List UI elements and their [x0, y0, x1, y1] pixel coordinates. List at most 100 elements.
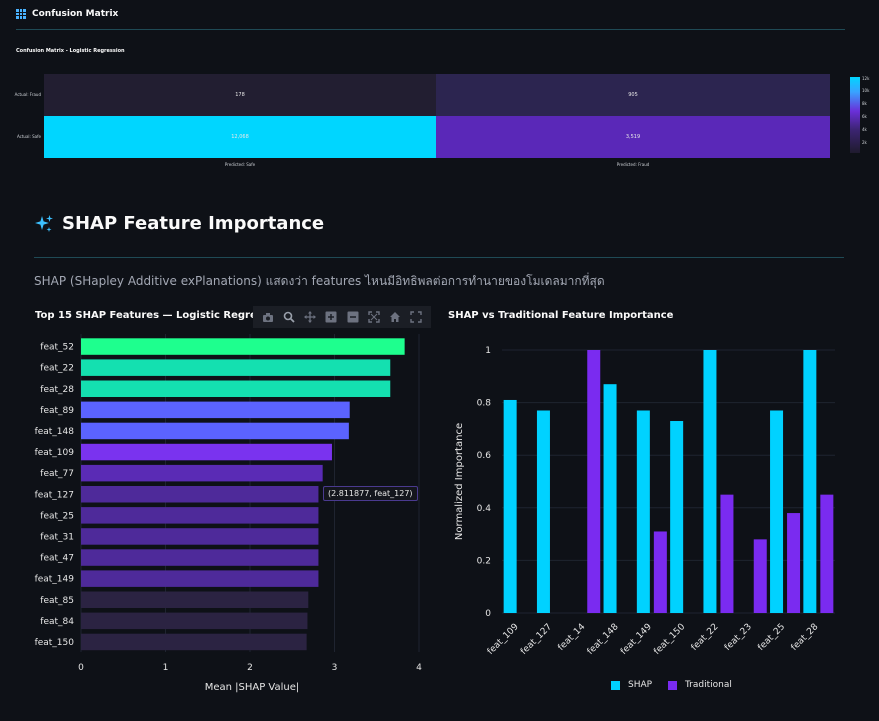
bar-traditional-feat_149[interactable]: [653, 531, 667, 613]
shap-bar-chart-title: Top 15 SHAP Features — Logistic Regressi…: [35, 310, 287, 321]
bar-feat_150[interactable]: [81, 633, 307, 651]
shap-section-header: SHAP Feature Importance: [34, 213, 324, 234]
bar-shap-feat_149[interactable]: [636, 410, 650, 613]
y-tick-label: feat_77: [40, 469, 74, 479]
camera-icon[interactable]: [261, 310, 275, 324]
y-tick-label: feat_22: [40, 364, 74, 374]
confusion-matrix-header: Confusion Matrix: [16, 7, 118, 21]
cm-cell-safe-fraud[interactable]: 3,519: [436, 116, 830, 158]
y-tick-label: feat_84: [40, 617, 74, 627]
x-tick-label: 1: [163, 663, 169, 673]
cm-col-label-fraud: Predicted: Fraud: [616, 162, 650, 167]
bar-shap-feat_109[interactable]: [503, 399, 517, 613]
bar-shap-feat_148[interactable]: [603, 384, 617, 613]
shap-description: SHAP (SHapley Additive exPlanations) แสด…: [34, 274, 605, 288]
zoom-icon[interactable]: [282, 310, 296, 324]
legend-item-shap[interactable]: SHAP: [611, 680, 652, 690]
cm-row-label-safe: Actual: Safe: [16, 134, 41, 139]
cm-cell-fraud-safe[interactable]: 178: [44, 74, 436, 116]
x-tick-label: feat_150: [652, 622, 687, 657]
shap-section-title: SHAP Feature Importance: [62, 213, 325, 234]
y-tick-label: 0.8: [477, 399, 492, 409]
home-icon[interactable]: [388, 310, 402, 324]
x-tick-label: feat_109: [486, 622, 521, 657]
cm-row-label-fraud: Actual: Fraud: [14, 92, 41, 97]
cm-cell-value: 905: [628, 92, 638, 98]
x-tick-label: 0: [78, 663, 84, 673]
bar-feat_149[interactable]: [81, 570, 319, 587]
y-tick-label: feat_85: [40, 596, 74, 606]
bar-feat_148[interactable]: [81, 422, 349, 440]
legend-swatch-shap: [611, 680, 620, 690]
legend-item-traditional[interactable]: Traditional: [668, 680, 732, 690]
bar-traditional-feat_14[interactable]: [587, 350, 601, 613]
bar-traditional-feat_25[interactable]: [787, 513, 801, 613]
y-tick-label: feat_149: [35, 575, 75, 585]
confusion-matrix-header-label: Confusion Matrix: [32, 9, 119, 19]
sparkles-icon: [35, 214, 53, 232]
cm-cell-fraud-fraud[interactable]: 905: [436, 74, 830, 116]
bar-feat_22[interactable]: [81, 359, 391, 376]
section-divider: [16, 29, 845, 30]
bar-traditional-feat_22[interactable]: [720, 494, 734, 613]
x-tick-label: feat_127: [519, 622, 554, 657]
colorbar-tick: 12k: [862, 76, 870, 81]
bar-feat_25[interactable]: [81, 507, 319, 524]
y-tick-label: 0: [485, 609, 491, 619]
colorbar-tick: 2k: [862, 140, 867, 145]
confusion-matrix-title: Confusion Matrix - Logistic Regression: [16, 48, 125, 54]
table-icon: [16, 9, 26, 19]
section-divider: [34, 257, 844, 258]
cm-cell-value: 12,068: [231, 134, 249, 140]
comparison-chart-title: SHAP vs Traditional Feature Importance: [448, 310, 674, 321]
bar-feat_31[interactable]: [81, 528, 319, 545]
bar-shap-feat_25[interactable]: [770, 410, 784, 613]
cm-cell-safe-safe[interactable]: 12,068: [44, 116, 436, 158]
zoom-out-icon[interactable]: [346, 310, 360, 324]
colorbar-tick: 4k: [862, 127, 867, 132]
pan-icon[interactable]: [303, 310, 317, 324]
x-tick-label: 3: [332, 663, 338, 673]
colorbar: [850, 77, 860, 153]
bar-feat_84[interactable]: [81, 612, 308, 630]
hover-tooltip: (2.811877, feat_127): [323, 486, 418, 501]
bar-feat_47[interactable]: [81, 549, 319, 566]
x-tick-label: feat_25: [756, 622, 787, 653]
bar-feat_127[interactable]: [81, 486, 319, 503]
bar-shap-feat_150[interactable]: [670, 421, 684, 613]
x-axis-title: Mean |SHAP Value|: [205, 682, 300, 693]
y-tick-label: 0.4: [477, 504, 492, 514]
zoom-in-icon[interactable]: [324, 310, 338, 324]
bar-feat_28[interactable]: [81, 380, 391, 398]
colorbar-tick: 10k: [862, 88, 870, 93]
y-tick-label: feat_28: [40, 385, 74, 395]
y-tick-label: feat_47: [40, 554, 74, 564]
plotly-modebar: [253, 306, 431, 328]
bar-shap-feat_28[interactable]: [803, 350, 817, 613]
x-tick-label: feat_148: [586, 622, 621, 657]
y-tick-label: feat_31: [40, 532, 74, 542]
y-tick-label: feat_89: [40, 406, 74, 416]
bar-feat_89[interactable]: [81, 401, 350, 419]
shap-bar-chart[interactable]: 0 1 2 3 4 feat_52 feat_22 feat_28 feat_89 feat_14…: [0, 330, 440, 700]
bar-traditional-feat_23[interactable]: [753, 539, 767, 613]
bar-shap-feat_127[interactable]: [536, 410, 550, 613]
bar-shap-feat_22[interactable]: [703, 350, 717, 613]
colorbar-tick: 8k: [862, 101, 867, 106]
y-tick-label: feat_52: [40, 343, 74, 353]
y-axis-title: Normalized Importance: [454, 423, 465, 540]
y-tick-label: feat_150: [35, 638, 75, 648]
bar-feat_85[interactable]: [81, 591, 309, 609]
autoscale-icon[interactable]: [367, 310, 381, 324]
x-tick-label: feat_28: [790, 622, 821, 653]
bar-feat_109[interactable]: [81, 443, 332, 461]
bar-feat_77[interactable]: [81, 464, 323, 482]
y-tick-label: 0.6: [477, 451, 492, 461]
bar-traditional-feat_28[interactable]: [820, 494, 834, 613]
bar-feat_52[interactable]: [81, 338, 405, 355]
cm-cell-value: 178: [235, 92, 245, 98]
fullscreen-icon[interactable]: [409, 310, 423, 324]
x-tick-label: feat_22: [690, 622, 721, 653]
x-tick-label: feat_14: [556, 622, 587, 653]
